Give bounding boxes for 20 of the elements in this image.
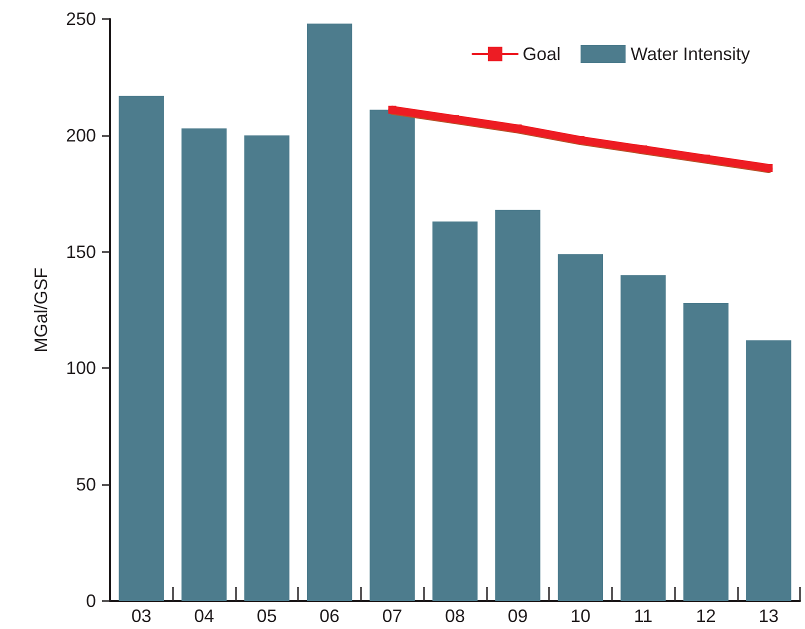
x-tick-label: 05 bbox=[256, 606, 277, 626]
y-tick-label: 100 bbox=[66, 358, 96, 378]
y-tick-label: 250 bbox=[66, 9, 96, 29]
x-tick-label: 11 bbox=[634, 606, 653, 626]
x-tick-label: 13 bbox=[758, 606, 779, 626]
y-tick-label: 200 bbox=[66, 125, 96, 146]
y-tick-label: 150 bbox=[66, 242, 96, 262]
x-tick-label: 04 bbox=[194, 606, 214, 626]
x-tick-label: 12 bbox=[696, 606, 716, 626]
x-tick-label: 08 bbox=[444, 606, 466, 626]
legend-label: Water Intensity bbox=[630, 44, 750, 64]
x-tick-label: 06 bbox=[320, 606, 340, 626]
x-tick-label: 07 bbox=[382, 606, 402, 626]
y-tick-label: 0 bbox=[86, 591, 96, 611]
y-tick-label: 50 bbox=[76, 474, 96, 495]
x-tick-label: 09 bbox=[508, 606, 528, 626]
y-axis-title: MGal/GSF bbox=[31, 267, 51, 353]
x-tick-label: 03 bbox=[131, 606, 152, 626]
x-tick-label: 10 bbox=[570, 606, 590, 626]
legend-label: Goal bbox=[522, 44, 561, 64]
